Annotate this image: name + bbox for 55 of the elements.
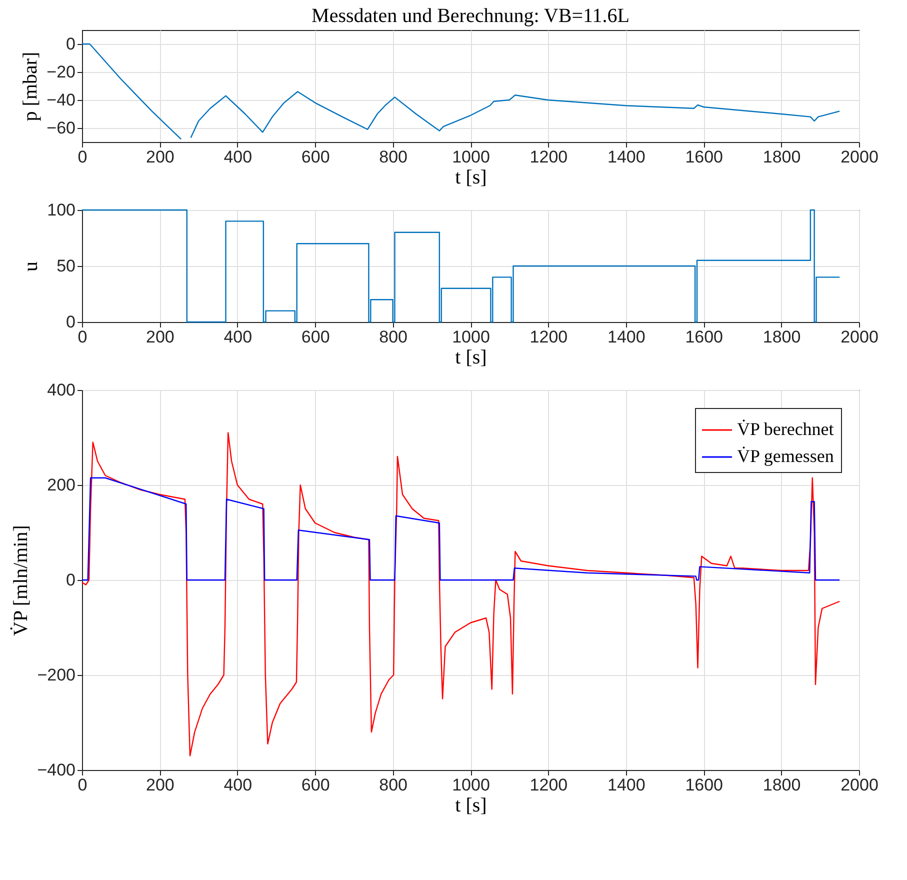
x-tick-label: 2000 [840,776,878,794]
x-tick-label: 2000 [840,328,878,346]
y-axis-title: V̇P [mln/min] [10,525,32,636]
y-tick-label: −40 [46,90,76,110]
x-tick-label: 1400 [607,148,646,166]
line-series [81,477,840,581]
x-tick-label: 0 [78,776,88,794]
y-axis-title: p [mbar] [20,52,42,122]
x-tick-label: 1600 [685,148,724,166]
x-tick-label: 1000 [452,148,490,166]
x-tick-label: 1200 [530,148,568,166]
x-tick-label: 200 [146,776,174,794]
y-tick-label: −20 [46,62,76,82]
x-axis-title: t [s] [455,166,487,188]
y-tick-label: 0 [66,34,76,54]
y-tick-label: −400 [37,760,76,780]
x-tick-label: 200 [146,328,174,346]
x-tick-label: 2000 [840,148,878,166]
x-tick-label: 1200 [530,776,568,794]
x-tick-label: 0 [78,328,88,346]
x-tick-label: 1800 [762,328,801,346]
y-tick-label: 200 [47,476,76,494]
legend-label: V̇P berechnet [737,419,834,439]
y-tick-label: 400 [47,380,76,400]
x-tick-label: 600 [301,148,330,166]
x-tick-label: 400 [224,776,252,794]
x-tick-label: 1200 [530,328,568,346]
x-tick-label: 200 [146,148,174,166]
y-tick-label: 50 [56,256,76,276]
x-tick-label: 1400 [607,776,646,794]
x-tick-label: 1800 [762,148,801,166]
x-tick-label: 0 [78,148,88,166]
x-tick-label: 800 [379,328,408,346]
x-tick-label: 800 [379,148,408,166]
x-tick-label: 1600 [685,328,724,346]
x-tick-label: 1000 [452,328,490,346]
x-axis-title: t [s] [455,346,487,368]
y-tick-label: −200 [37,666,76,684]
y-axis-title: u [20,262,42,272]
x-tick-label: 1800 [762,776,801,794]
x-tick-label: 600 [301,328,330,346]
x-tick-label: 1000 [452,776,490,794]
x-tick-label: 600 [301,776,330,794]
y-tick-label: 0 [66,312,76,332]
y-tick-label: −60 [46,118,76,138]
x-tick-label: 400 [224,148,252,166]
x-axis-title: t [s] [455,794,487,816]
x-tick-label: 1400 [607,328,646,346]
x-tick-label: 400 [224,328,252,346]
y-tick-label: 100 [47,200,76,220]
chart-title: Messdaten und Berechnung: VB=11.6L [312,5,630,27]
legend-label: V̇P gemessen [737,446,834,466]
x-tick-label: 1600 [685,776,724,794]
y-tick-label: 0 [66,570,76,590]
x-tick-label: 800 [379,776,408,794]
